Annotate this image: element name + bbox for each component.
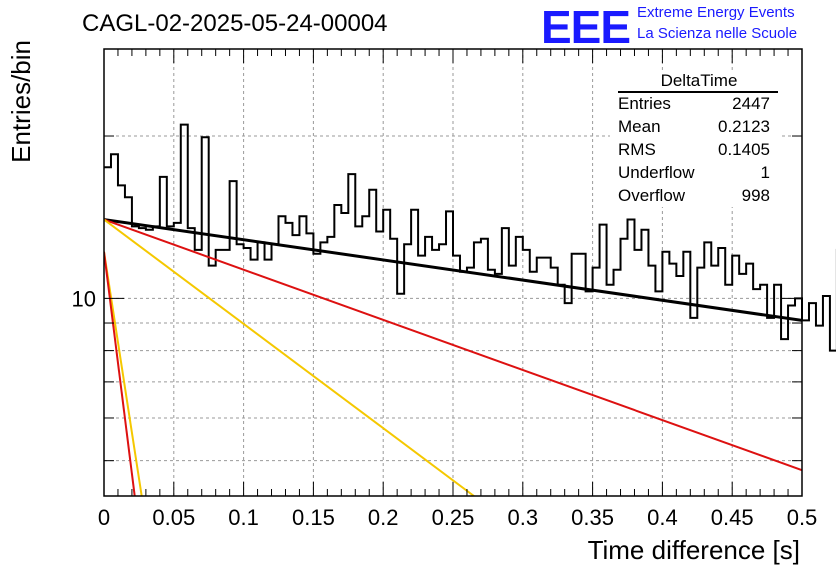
fit-line-3 xyxy=(104,251,143,496)
stats-value: 0.2123 xyxy=(718,117,770,136)
stats-value: 1 xyxy=(760,163,770,182)
stats-row-rms: RMS 0.1405 xyxy=(610,138,780,161)
stats-row-overflow: Overflow 998 xyxy=(610,184,780,207)
stats-key: Underflow xyxy=(618,163,695,182)
eee-logo: EEE xyxy=(541,1,631,53)
y-axis: 10 xyxy=(72,135,802,462)
stats-value: 2447 xyxy=(732,94,770,113)
y-axis-label: Entries/bin xyxy=(6,40,36,163)
x-tick-label: 0.25 xyxy=(432,505,475,530)
stats-row-mean: Mean 0.2123 xyxy=(610,115,780,138)
stats-box: DeltaTime Entries 2447 Mean 0.2123 RMS 0… xyxy=(610,70,780,207)
stats-key: Mean xyxy=(618,117,661,136)
fit-line-4 xyxy=(104,251,136,496)
y-tick-label: 10 xyxy=(72,286,96,311)
x-tick-label: 0.35 xyxy=(571,505,614,530)
stats-rule xyxy=(618,91,778,93)
chart-title: CAGL-02-2025-05-24-00004 xyxy=(82,10,388,37)
fit-line-1 xyxy=(104,218,802,472)
stats-key: Entries xyxy=(618,94,671,113)
histogram-outline xyxy=(104,123,836,352)
x-tick-label: 0.4 xyxy=(647,505,678,530)
x-tick-label: 0.1 xyxy=(228,505,259,530)
fit-line-2 xyxy=(104,218,475,496)
stats-key: RMS xyxy=(618,140,656,159)
x-axis: 0 0.05 0.1 0.15 0.2 0.25 0.3 0.35 0.4 0.45 0.5 xyxy=(98,49,817,530)
logo-line-1: Extreme Energy Events xyxy=(637,4,795,21)
x-tick-label: 0.2 xyxy=(368,505,399,530)
x-tick-label: 0.05 xyxy=(152,505,195,530)
stats-key: Overflow xyxy=(618,186,686,205)
x-tick-label: 0.45 xyxy=(711,505,754,530)
stats-row-underflow: Underflow 1 xyxy=(610,161,780,184)
x-tick-label: 0.15 xyxy=(292,505,335,530)
fit-lines xyxy=(104,218,802,496)
stats-value: 0.1405 xyxy=(718,140,770,159)
stats-value: 998 xyxy=(741,186,770,205)
x-axis-label: Time difference [s] xyxy=(588,535,800,565)
logo-line-2: La Scienza nelle Scuole xyxy=(637,25,798,42)
histogram xyxy=(104,123,836,352)
x-tick-label: 0.3 xyxy=(508,505,539,530)
stats-row-entries: Entries 2447 xyxy=(610,92,780,115)
stats-title: DeltaTime xyxy=(660,71,738,90)
x-tick-label: 0 xyxy=(98,505,110,530)
x-tick-label: 0.5 xyxy=(787,505,818,530)
fit-line-0 xyxy=(104,218,802,322)
